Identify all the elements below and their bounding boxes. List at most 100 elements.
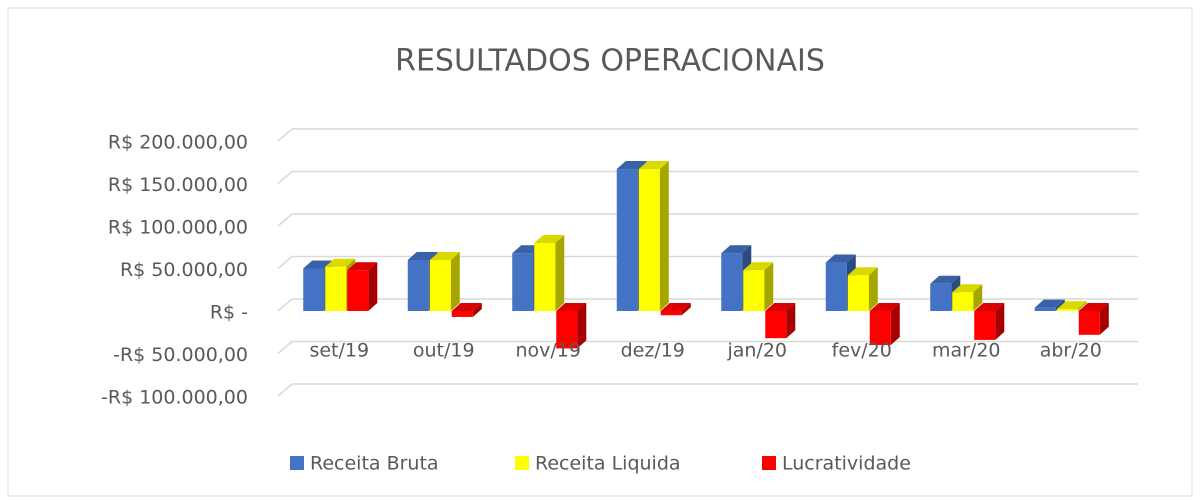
bar-side xyxy=(868,267,878,311)
bar xyxy=(347,262,378,311)
bar-side xyxy=(973,284,983,311)
x-tick-label: mar/20 xyxy=(932,340,1001,362)
bar-top-shade xyxy=(451,303,482,311)
bar xyxy=(952,284,983,311)
bar-top-shade xyxy=(1034,299,1065,308)
bar-top-shade xyxy=(638,161,669,170)
bar-face xyxy=(347,270,369,311)
bar-top-shade xyxy=(930,275,961,284)
bar-face xyxy=(556,311,578,349)
bar-side-shade xyxy=(472,303,482,317)
bar-top xyxy=(847,267,878,276)
bar-top xyxy=(660,303,691,311)
bar-side xyxy=(1099,303,1109,335)
bar-side-shade xyxy=(764,262,774,311)
bar-side xyxy=(450,252,460,311)
grid xyxy=(277,128,1138,397)
bar-side xyxy=(1055,299,1065,311)
bar-side-shade xyxy=(555,235,565,311)
bar-side-shade xyxy=(659,161,669,311)
bar-face xyxy=(1078,311,1100,335)
x-tick-label: set/19 xyxy=(309,340,369,362)
bar xyxy=(429,252,460,311)
bar-face xyxy=(743,270,765,311)
bar-top xyxy=(616,161,647,170)
y-tick-label: R$ 50.000,00 xyxy=(120,259,248,281)
bar-side-shade xyxy=(1077,301,1087,311)
bar-side-shade xyxy=(890,303,900,345)
y-tick-label: R$ - xyxy=(210,302,248,324)
grid-line xyxy=(277,128,1138,142)
bar xyxy=(660,303,691,316)
grid-line xyxy=(277,255,1138,270)
bar-face xyxy=(952,292,974,311)
y-tick-label: R$ 150.000,00 xyxy=(108,174,248,196)
bar-top xyxy=(974,303,1005,311)
y-tick-label: -R$ 50.000,00 xyxy=(113,344,248,366)
bar-face xyxy=(660,311,682,316)
x-tick-label: nov/19 xyxy=(516,340,582,362)
bar-face xyxy=(429,260,451,311)
bar-top xyxy=(1056,301,1087,310)
bar-top xyxy=(638,161,669,170)
bar-face xyxy=(325,266,347,311)
legend-label: Lucratividade xyxy=(782,453,911,475)
y-tick-label: R$ 200.000,00 xyxy=(108,132,248,154)
bars xyxy=(303,161,1109,349)
bar-top-shade xyxy=(534,235,565,243)
bar-top xyxy=(556,303,587,311)
bar-top-shade xyxy=(347,262,378,271)
bar-face xyxy=(869,311,891,345)
legend-swatch xyxy=(762,456,776,470)
bar-top xyxy=(869,303,900,311)
bar-side xyxy=(1077,301,1087,311)
chart-border xyxy=(7,7,1193,497)
x-tick-label: abr/20 xyxy=(1040,340,1102,362)
bar xyxy=(1078,303,1109,335)
bar-side xyxy=(786,303,796,339)
bar-face xyxy=(825,262,847,311)
grid-line xyxy=(277,340,1138,355)
bar-side-shade xyxy=(368,262,378,311)
bar-side-shade xyxy=(450,252,460,311)
bar-top-shade xyxy=(616,161,647,170)
grid-line xyxy=(277,213,1138,227)
bar-top-shade xyxy=(1056,301,1087,310)
bar-face xyxy=(512,253,534,311)
bar xyxy=(556,303,587,349)
bar-top xyxy=(325,258,356,267)
bar xyxy=(847,267,878,311)
bar-top-shade xyxy=(869,303,900,311)
bar xyxy=(974,303,1005,340)
bar-top xyxy=(429,252,460,260)
bar-face xyxy=(721,253,743,311)
legend-swatch xyxy=(515,456,529,470)
bar-top-shade xyxy=(765,303,796,311)
bar-top-shade xyxy=(429,252,460,260)
bar-side xyxy=(472,303,482,317)
bar-top xyxy=(930,275,961,284)
x-tick-label: jan/20 xyxy=(726,340,787,362)
bar-side-shade xyxy=(995,303,1005,340)
y-tick-label: -R$ 100.000,00 xyxy=(101,387,248,409)
bar-top-shade xyxy=(974,303,1005,311)
x-tick-label: dez/19 xyxy=(621,340,685,362)
grid-line xyxy=(277,170,1138,185)
x-tick-label: fev/20 xyxy=(832,340,892,362)
legend-label: Receita Bruta xyxy=(310,453,439,475)
bar-side-shade xyxy=(1099,303,1109,335)
bar-face xyxy=(303,268,325,311)
bar-top xyxy=(765,303,796,311)
bar-face xyxy=(616,169,638,311)
bar-side-shade xyxy=(973,284,983,311)
bar-face xyxy=(930,283,952,311)
bar-face xyxy=(407,260,429,311)
bar-top-shade xyxy=(407,252,438,260)
bar-side xyxy=(368,262,378,311)
bar-top xyxy=(347,262,378,271)
y-tick-label: R$ 100.000,00 xyxy=(108,217,248,239)
bar-face xyxy=(451,311,473,317)
x-tick-label: out/19 xyxy=(413,340,475,362)
bar-top xyxy=(1078,303,1109,311)
